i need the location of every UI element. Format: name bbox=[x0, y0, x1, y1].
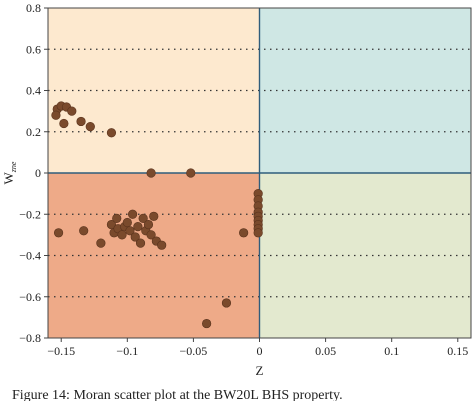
y-tick-label: −0.4 bbox=[19, 249, 41, 263]
y-tick-label: −0.8 bbox=[19, 331, 41, 345]
x-tick-label: −0.15 bbox=[47, 344, 75, 358]
x-tick-label: 0.05 bbox=[315, 344, 336, 358]
data-point bbox=[59, 118, 69, 129]
data-point bbox=[186, 168, 196, 178]
data-point bbox=[106, 128, 117, 138]
data-point bbox=[85, 121, 95, 132]
y-tick-label: 0.2 bbox=[26, 125, 41, 139]
quadrant-low-low bbox=[48, 173, 260, 338]
figure-caption: Figure 14: Moran scatter plot at the BW2… bbox=[12, 388, 343, 401]
x-tick-label: 0.1 bbox=[384, 344, 399, 358]
data-point bbox=[128, 209, 138, 219]
y-axis-ticks: 0.8 0.6 0.4 0.2 0 −0.2 −0.4 −0.6 −0.8 bbox=[19, 1, 48, 345]
data-point bbox=[138, 213, 148, 223]
data-point bbox=[149, 211, 159, 221]
x-tick-label: −0.05 bbox=[180, 344, 208, 358]
x-axis-label: Z bbox=[256, 363, 264, 378]
y-axis-label-main: W bbox=[1, 171, 16, 184]
data-point bbox=[79, 226, 89, 236]
data-point bbox=[221, 298, 232, 308]
data-point bbox=[122, 217, 132, 228]
y-tick-label: 0.4 bbox=[26, 84, 41, 98]
data-point bbox=[53, 228, 64, 238]
x-axis-ticks: −0.15 −0.1 −0.05 0 0.05 0.1 0.15 bbox=[47, 338, 468, 358]
x-tick-label: 0 bbox=[257, 344, 263, 358]
data-point bbox=[202, 318, 212, 329]
y-axis-label-group: Wzne bbox=[1, 161, 18, 184]
data-point bbox=[133, 222, 143, 232]
data-point bbox=[143, 219, 154, 230]
data-point bbox=[106, 219, 117, 230]
quadrant-dividers bbox=[48, 8, 471, 338]
data-point bbox=[51, 110, 61, 120]
y-axis-label-subscript: zne bbox=[9, 161, 18, 173]
y-tick-label: 0 bbox=[35, 166, 41, 180]
x-tick-label: 0.15 bbox=[447, 344, 468, 358]
data-point bbox=[76, 116, 86, 127]
data-point bbox=[117, 230, 127, 240]
y-tick-label: 0.6 bbox=[26, 42, 41, 56]
data-point bbox=[112, 213, 122, 223]
quadrant-backgrounds bbox=[48, 8, 471, 338]
y-tick-label: −0.6 bbox=[19, 290, 41, 304]
data-points bbox=[51, 101, 263, 329]
data-point bbox=[239, 228, 249, 238]
data-point bbox=[130, 232, 140, 242]
data-point bbox=[146, 168, 156, 178]
y-tick-label: 0.8 bbox=[26, 1, 41, 15]
data-point bbox=[125, 226, 135, 236]
x-tick-label: −0.1 bbox=[116, 344, 138, 358]
data-point bbox=[67, 106, 77, 116]
data-point bbox=[253, 228, 263, 238]
data-point bbox=[146, 230, 156, 240]
y-axis-label: Wzne bbox=[1, 161, 18, 184]
quadrant-high-low bbox=[48, 8, 260, 173]
data-point bbox=[157, 240, 167, 250]
data-point bbox=[96, 238, 106, 248]
y-tick-label: −0.2 bbox=[19, 207, 41, 221]
data-point bbox=[135, 238, 146, 248]
